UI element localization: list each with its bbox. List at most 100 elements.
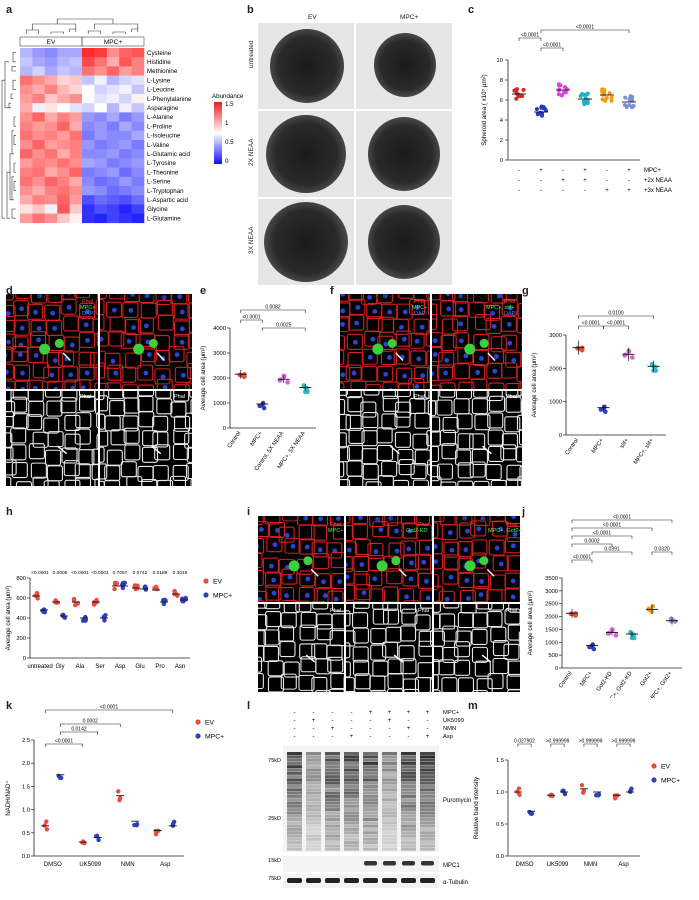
nucleus [67,294,72,295]
cell-outline [123,427,140,444]
cell-outline [501,299,518,316]
cell-outline [394,411,411,428]
cell-outline [382,586,399,602]
cell-outline [393,348,410,365]
data-point [575,345,580,351]
heatmap-cell [82,149,95,159]
arrow-icon [389,445,400,455]
nucleus [406,546,412,552]
blot-smear-band [306,831,321,835]
blot-smear-band [420,785,435,788]
heatmap-row-label: L-Alanine [147,114,174,121]
blot-smear-band [363,775,378,779]
x-tick-label: Asp [618,862,629,868]
spheroid-mpc-untreated [356,23,452,109]
dendrogram-branch [50,31,64,34]
cell-outline [174,415,191,432]
heatmap-cell [20,176,33,187]
data-point [512,88,517,93]
nucleus [259,527,264,532]
x-tick-label: Gly [56,664,65,670]
cell-outline [14,380,31,389]
cell-outline [157,314,174,331]
nucleus [85,308,91,314]
cell-outline [61,447,78,464]
cell-outline [361,365,378,382]
blot-smear-band [306,827,321,831]
condition-sign: - [540,178,542,184]
data-point [102,618,107,623]
band-label-tubulin: α-Tubulin [443,880,468,886]
cell-outline [12,413,29,430]
cell-outline [377,365,394,382]
cell-outline [352,646,369,663]
y-tick-label: 3000 [213,351,226,357]
cell-outline [313,553,330,570]
heatmap-cell [94,130,108,141]
heatmap-cell [20,204,33,214]
blot-membrane-tubulin [283,874,439,888]
x-tick-label: slif+ [619,437,630,450]
heatmap-cell [131,195,145,205]
blot-smear-band [382,788,397,792]
group-label-mpc: MPC+ [104,39,122,46]
nucleus [434,559,438,565]
cell-outline [100,463,108,480]
lane-sign: - [294,710,296,716]
cell-outline [361,448,378,465]
lane-sign: - [313,734,315,740]
cell-outline [492,657,509,675]
blot-smear-band [325,794,340,798]
p-value-label: 0.0025 [276,323,292,329]
p-value-label: 0.027902 [514,739,535,745]
cell-outline [518,429,522,446]
blot-smear-band [325,765,340,769]
heatmap-cell [44,121,58,132]
cell-outline [397,448,414,466]
cell-outline [326,644,343,661]
heatmap-cell [57,140,70,150]
nucleus [128,307,134,313]
y-axis-label: Average cell area (μm²) [5,586,12,651]
western-blot-panel-l: - - - - + + + + MPC+- + - - - + - - UK5099- - + - - - + - NMN- - -… [268,710,471,888]
data-point [285,380,290,385]
cell-outline [471,628,488,645]
cell-outline [6,333,17,350]
condition-sign: + [583,168,587,174]
heatmap-cell [57,94,70,104]
x-tick-label: DMSO [516,862,534,868]
cell-outline [330,672,344,690]
p-value-label: <0.0001 [242,315,260,321]
cell-outline [258,630,267,647]
heatmap-cell [57,66,70,76]
cell-outline [419,589,432,602]
lane-sign: + [388,710,392,716]
blot-smear-band [382,765,397,769]
blot-smear-band [420,788,435,792]
heatmap-cell [94,75,108,86]
data-point [580,790,586,795]
cell-outline [504,537,520,554]
blot-smear-band [420,827,435,831]
cell-outline [316,613,333,630]
nucleus [432,352,438,357]
cell-outline [401,608,418,625]
cell-outline [520,350,522,366]
cell-outline [345,414,362,431]
y-tick-label: 0 [223,426,226,432]
nucleus [416,356,422,362]
cell-outline [156,398,173,415]
cell-outline [30,294,47,304]
heatmap-cell [131,130,145,141]
nucleus [354,320,360,326]
p-value-label: <0.0001 [91,570,109,576]
cell-outline [295,604,312,613]
cell-outline [12,336,29,353]
p-value-label: <0.0001 [613,515,631,521]
heatmap-cell [131,204,145,214]
blot-smear-band [420,818,435,821]
cell-outline [432,294,442,301]
blot-smear-band [344,785,359,788]
cell-outline [487,429,504,446]
significance-bracket [591,551,633,555]
